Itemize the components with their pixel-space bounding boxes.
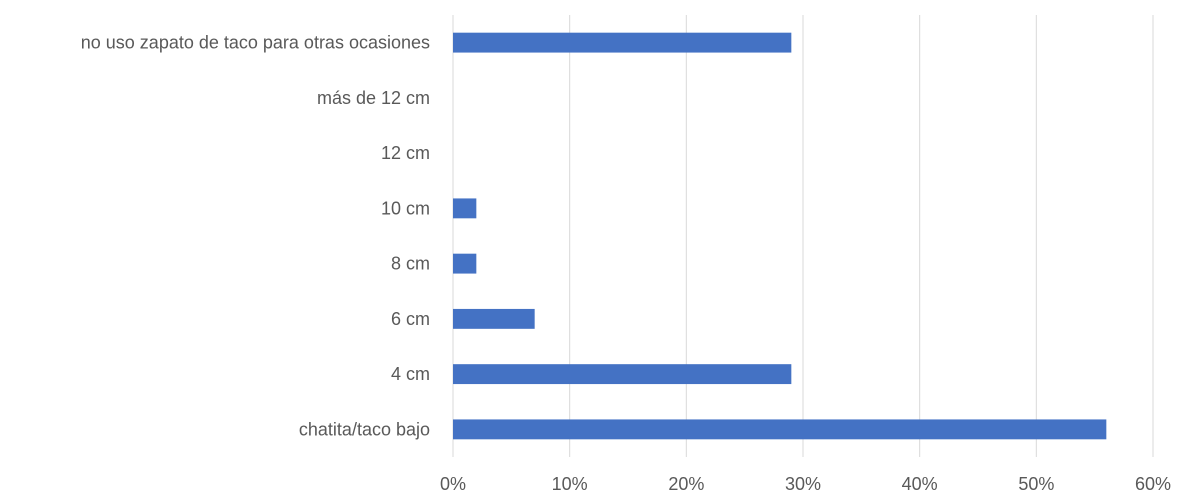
bar — [453, 419, 1107, 440]
category-label: chatita/taco bajo — [299, 419, 430, 439]
x-tick-label: 20% — [668, 474, 704, 494]
x-tick-label: 10% — [552, 474, 588, 494]
gridlines — [452, 15, 1154, 457]
x-tick-label: 0% — [440, 474, 466, 494]
bar — [453, 364, 792, 385]
x-tick-label: 30% — [785, 474, 821, 494]
x-tick-label: 50% — [1018, 474, 1054, 494]
x-axis-tick-labels: 0% 10% 20% 30% 40% 50% 60% — [440, 474, 1171, 494]
bar — [453, 253, 477, 274]
category-labels: chatita/taco bajo 4 cm 6 cm 8 cm 10 cm 12 cm m… — [81, 33, 430, 440]
category-label: 10 cm — [381, 198, 430, 218]
category-label: 4 cm — [391, 364, 430, 384]
bars — [453, 32, 1107, 440]
category-label: no uso zapato de taco para otras ocasion… — [81, 33, 430, 53]
bar — [453, 32, 792, 53]
x-tick-label: 60% — [1135, 474, 1171, 494]
category-label: 12 cm — [381, 143, 430, 163]
category-label: 8 cm — [391, 254, 430, 274]
x-tick-label: 40% — [902, 474, 938, 494]
bar — [453, 308, 535, 329]
category-label: más de 12 cm — [317, 88, 430, 108]
bar — [453, 198, 477, 219]
category-label: 6 cm — [391, 309, 430, 329]
